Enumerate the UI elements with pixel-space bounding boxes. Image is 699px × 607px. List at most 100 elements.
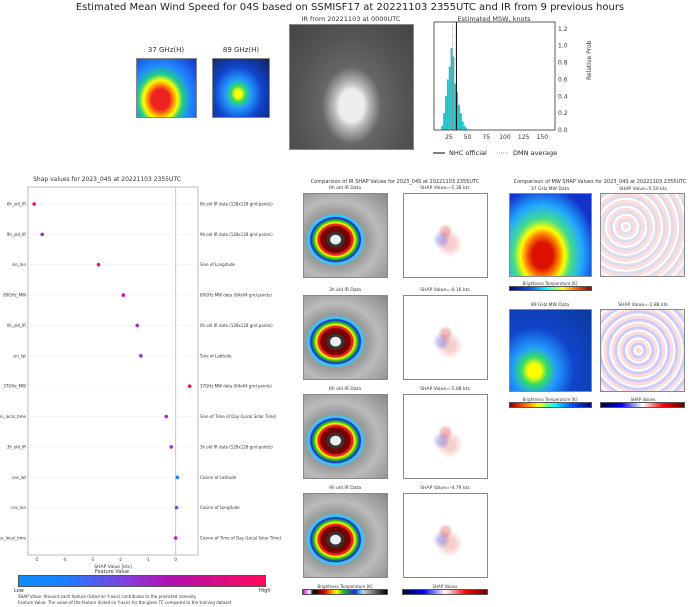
x-tick-label: 100 (499, 134, 511, 141)
ir-shap-image (403, 193, 488, 278)
shap-point (187, 384, 192, 388)
ir-bt-colorbar (302, 589, 388, 595)
ir-data-image (303, 394, 388, 479)
mw-89-shap-title: SHAP Value=-1.88 kts (618, 303, 668, 308)
x-tick-label: -4 (62, 557, 66, 562)
shap-point (164, 414, 169, 419)
mw-89-shap-image (600, 309, 685, 392)
feature-description: 0h old IR data (128x128 grid points) (200, 323, 273, 328)
histogram-bar (465, 128, 468, 130)
ir-data-title: 0h old IR Data (328, 186, 362, 191)
feature-description: 37GHz MW data (64x64 grid points) (200, 384, 272, 389)
x-tick-label: -5 (34, 557, 38, 562)
figure-title: Estimated Mean Wind Speed for 04S based … (75, 2, 625, 13)
mw-37-data-image (509, 193, 592, 277)
mw-37-shap-title: SHAP Value=0.50 kts (619, 187, 667, 192)
colorbar-high: High (259, 588, 271, 594)
mw-37-image (136, 58, 197, 118)
shap-point (135, 323, 140, 328)
shap-point (169, 445, 174, 449)
shap-point (175, 475, 180, 480)
feature-name: 3h_old_IR (7, 444, 26, 449)
ir-shap-title: SHAP Value=-0.16 kts (420, 288, 470, 293)
feature-name: 0h_old_IR (7, 323, 26, 328)
ir-compare-title: Comparison of IR SHAP Values for 2023_04… (310, 179, 480, 185)
mw-bt-label-1: Brightness Temperature [K] (522, 281, 578, 286)
histogram-bar (454, 83, 457, 130)
x-axis-label: SHAP Value [kts] (94, 564, 132, 570)
feature-description: Cosine of Time of Day (Local Solar Time) (200, 536, 282, 541)
shap-point (173, 536, 178, 540)
feature-name: cos_lat (12, 475, 26, 480)
x-tick-label: 125 (518, 134, 530, 141)
note-shap: SHAP Value: Amount each feature (listed … (18, 594, 197, 599)
y-tick-label: 0.6 (558, 76, 568, 83)
mw-89-image (212, 58, 270, 118)
histogram-bar (458, 104, 460, 130)
feature-description: Cosine of Latitude (200, 475, 237, 480)
hist-ylabel: Relative Prob (586, 40, 593, 80)
shap-axes (27, 186, 199, 556)
x-tick-label: -1 (146, 557, 150, 562)
ir-data-title: 6h old IR Data (328, 387, 362, 392)
ir-shap-image (403, 493, 488, 578)
legend-dmn-label: DMN average (513, 149, 557, 157)
x-tick-label: -3 (90, 557, 94, 562)
mw-89-data-title: 89 GHz MW Data (530, 303, 570, 308)
histogram-bar (448, 66, 451, 130)
ir-data-image (303, 295, 388, 380)
x-tick-label: 25 (445, 134, 453, 141)
feature-name: cos_local_time (0, 536, 27, 541)
msw-histogram: 25 50 75 100 125 150 0.0 0.2 0.4 0.6 0.8 1.0 1.2 NHC … (433, 21, 568, 157)
shap-point (121, 293, 126, 297)
hist-title: Estimated MSW, knots (457, 15, 531, 23)
mw-89-label: 89 GHz(H) (222, 46, 260, 54)
histogram-bar (452, 56, 455, 130)
feature-name: sin_lon (12, 262, 26, 267)
feature-name: 37GHz_MW (3, 384, 26, 389)
mw-37-colorbar (509, 286, 592, 291)
feature-description: 9h old IR data (128x128 grid points) (200, 232, 273, 237)
mw-89-data-image (509, 309, 592, 392)
shap-title: Shap values for 2023_04S at 20221103 235… (33, 176, 181, 183)
feature-name: sin_lat (13, 353, 26, 358)
feature-name: cos_lon (11, 505, 26, 510)
ir-data-image (303, 193, 388, 278)
shap-summary-plot: 6h_old_IR 6h old IR data (128x128 grid po… (0, 186, 282, 570)
ir-shap-label: SHAP Values (432, 584, 458, 589)
histogram-bar (461, 121, 464, 130)
ir-data-image (303, 493, 388, 578)
x-tick-label: 50 (464, 134, 472, 141)
hist-axes (433, 21, 556, 131)
histogram-bar (456, 92, 459, 130)
colorbar-title: Feature Value (94, 569, 130, 575)
feature-description: Sine of Latitude (200, 353, 232, 358)
shap-point (96, 262, 101, 267)
mw-37-data-title: 37 GHz MW Data (530, 187, 570, 192)
histogram-bar (443, 113, 446, 130)
shap-point (40, 232, 45, 237)
feature-name: sin_local_time (0, 414, 27, 419)
shap-point (32, 202, 36, 206)
histogram-bar (441, 125, 444, 130)
feature-name: 9h_old_IR (7, 232, 26, 237)
mw-shap-colorbar (600, 402, 685, 408)
shap-point (174, 505, 179, 510)
x-tick-label: -2 (118, 557, 122, 562)
y-tick-label: 1.2 (558, 26, 568, 33)
histogram-bar (445, 96, 447, 130)
mw-bt-label-2: Brightness Temperature [K] (522, 397, 578, 402)
mw-37-label: 37 GHz(H) (147, 46, 185, 54)
ir-shap-colorbar (402, 589, 488, 595)
feature-description: Sine of Longitude (200, 262, 235, 267)
ir-title: IR from 20221103 at 0000UTC (301, 15, 401, 23)
x-tick-label: 0 (174, 557, 177, 562)
ir-bt-label: Brightness Temperature [K] (317, 584, 373, 589)
histogram-bar (463, 125, 466, 130)
feature-description: Cosine of Longitude (200, 505, 240, 510)
colorbar-low: Low (14, 588, 24, 594)
x-tick-label: 75 (482, 134, 490, 141)
y-tick-label: 0.0 (558, 127, 568, 134)
mw-shap-label: SHAP Values (630, 397, 656, 402)
mw-37-shap-image (600, 193, 685, 277)
